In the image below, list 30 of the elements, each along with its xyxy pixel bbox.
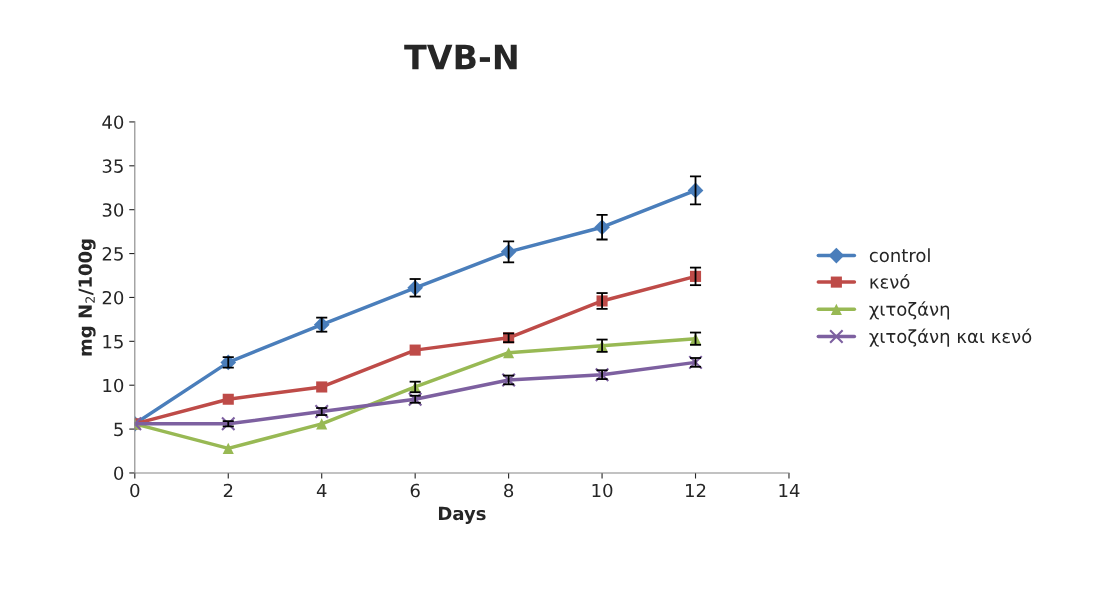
- x-tick-label: 6: [410, 483, 420, 498]
- legend-label: control: [869, 248, 930, 263]
- x-tick-label: 2: [223, 483, 233, 498]
- legend-label: κενό: [870, 273, 910, 289]
- y-tick-label: 35: [102, 159, 123, 173]
- x-tick-label: 14: [779, 483, 800, 498]
- y-axis-title: mg N$_{2}$/100g: [78, 239, 96, 356]
- y-tick-label: 30: [102, 203, 124, 217]
- y-tick-label: 20: [102, 290, 124, 305]
- x-axis-title: Days: [438, 506, 486, 524]
- point: [220, 416, 236, 432]
- x-tick-label: 8: [504, 483, 514, 498]
- y-tick-label: 25: [102, 247, 123, 261]
- x-tick-label: 10: [592, 483, 613, 498]
- y-tick-label: 5: [114, 422, 123, 437]
- y-tick-label: 15: [103, 335, 123, 349]
- legend-label: χιτοζάνη και κενό: [869, 328, 1032, 347]
- point: [409, 344, 421, 356]
- x-tick-label: 0: [130, 483, 140, 498]
- y-tick-label: 40: [102, 115, 124, 130]
- legend-label: χιτοζάνη: [869, 301, 950, 320]
- x-tick-label: 4: [316, 483, 327, 498]
- y-tick-label: 10: [103, 378, 124, 393]
- point: [222, 393, 234, 405]
- point: [316, 381, 328, 393]
- y-tick-label: 0: [114, 466, 124, 481]
- chart-title: TVB-N: [404, 44, 517, 70]
- point: [222, 442, 234, 454]
- x-tick-label: 12: [686, 483, 706, 498]
- point: [503, 347, 515, 359]
